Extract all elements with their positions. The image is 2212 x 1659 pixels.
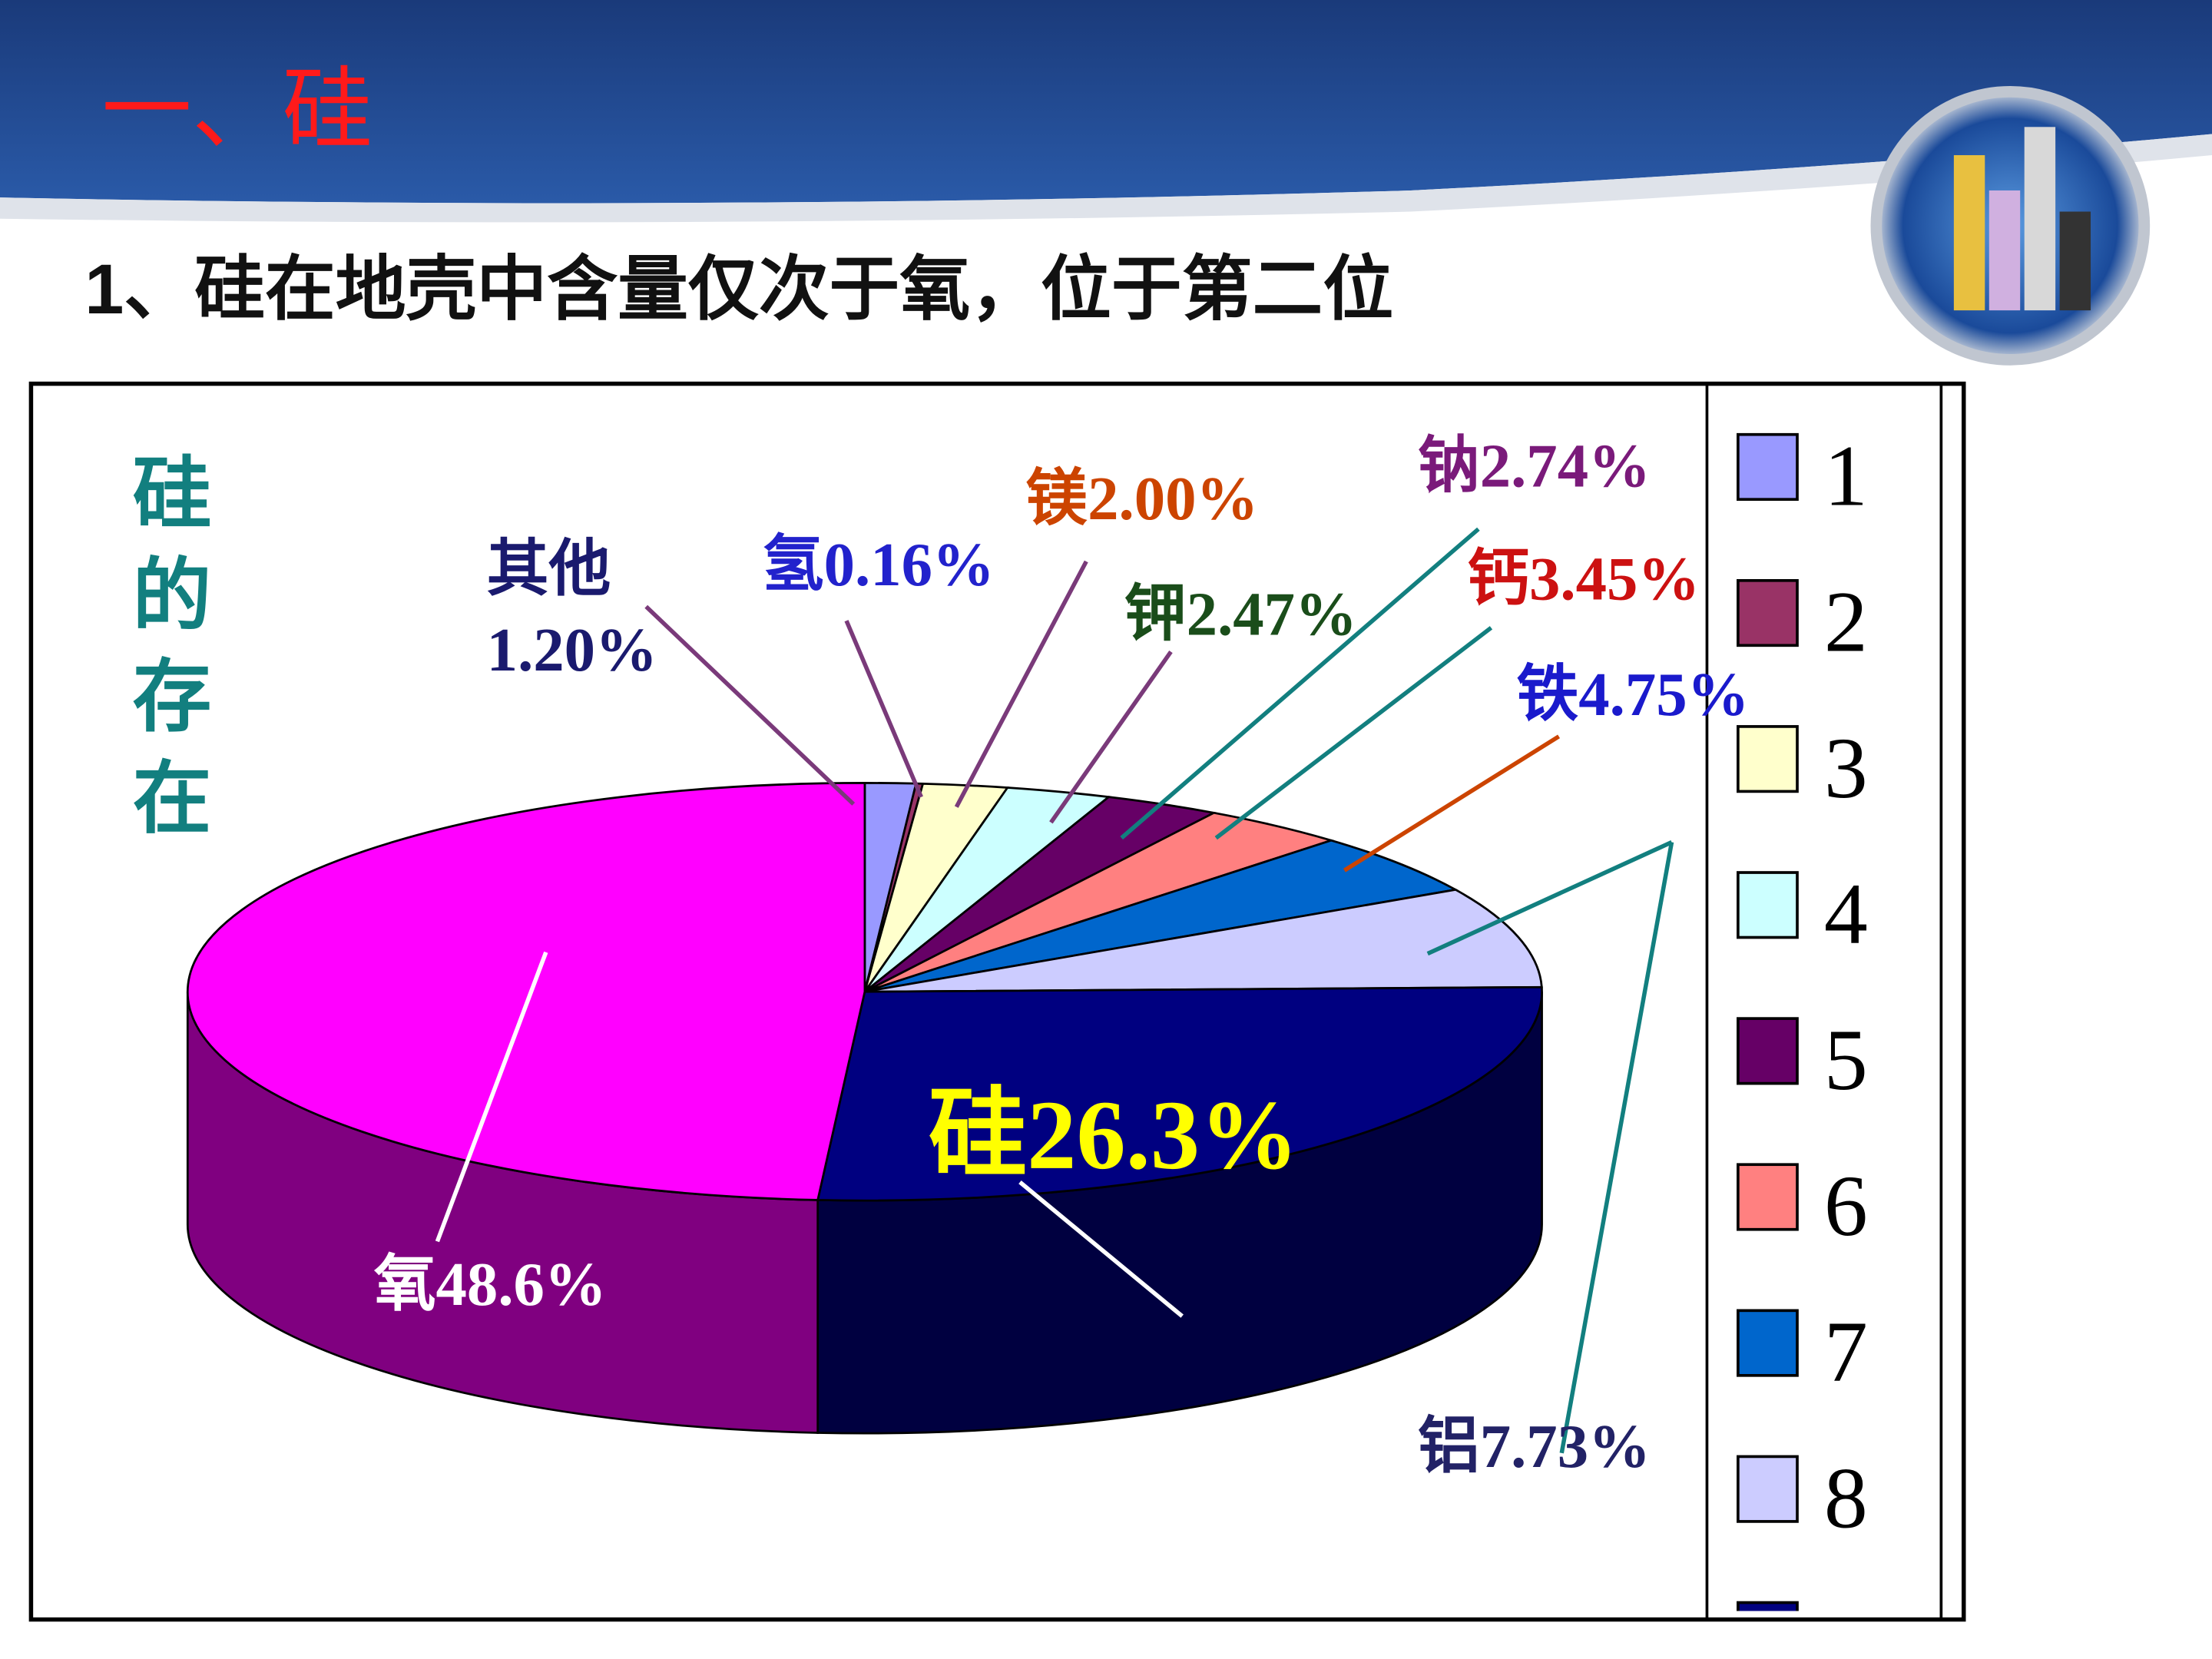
legend-label: 2	[1824, 574, 1868, 671]
data-label: 其他 1.20%	[487, 535, 657, 684]
legend-swatch	[1737, 725, 1799, 793]
legend-swatch	[1737, 578, 1799, 647]
legend-label: 5	[1824, 1012, 1868, 1108]
legend-swatch	[1737, 1017, 1799, 1085]
legend-label: 1	[1824, 428, 1868, 525]
legend-swatch	[1737, 871, 1799, 939]
logo-bar	[2024, 127, 2056, 311]
data-label: 钾2.47%	[1124, 581, 1357, 649]
slice	[816, 985, 1543, 1202]
leader-line	[1426, 840, 1673, 956]
leader-line	[644, 604, 856, 806]
legend-label: 6	[1824, 1157, 1868, 1254]
legend-label: 3	[1824, 720, 1868, 816]
legend-swatch	[1737, 1455, 1799, 1523]
legend-swatch	[1737, 432, 1799, 502]
pie: 其他 1.20% 氢0.16% 镁2.00% 钾2.47% 钠2.74% 钙3.45% 铁4.…	[186, 432, 1749, 1481]
leader-line	[1018, 1181, 1184, 1318]
slice	[864, 888, 1543, 993]
legend-swatch	[1737, 1601, 1799, 1611]
logo-bar	[1988, 190, 2021, 311]
data-label: 钙3.45%	[1467, 545, 1700, 614]
data-label: 铝7.73%	[1418, 1412, 1651, 1481]
leader-line	[844, 620, 923, 798]
leader-line	[435, 951, 548, 1243]
logo-bar	[1953, 155, 1985, 311]
slide-title: 一、硅	[101, 60, 373, 161]
data-label: 氧48.6%	[374, 1250, 607, 1319]
data-label: 钠2.74%	[1418, 432, 1651, 501]
data-label: 铁4.75%	[1516, 661, 1749, 729]
logo-bar	[2059, 211, 2091, 311]
legend-label: 7	[1824, 1303, 1868, 1400]
legend-swatch	[1737, 1163, 1799, 1231]
data-label: 氢0.16%	[762, 531, 995, 599]
data-label: 硅26.3%	[929, 1080, 1299, 1190]
leader-line	[954, 560, 1088, 808]
header-band	[0, 0, 2212, 204]
legend: 1 2 3 4 5 6 7 8 9	[1737, 428, 1868, 1659]
slice	[186, 782, 866, 1201]
legend-label: 4	[1824, 866, 1868, 962]
leader-line	[1214, 626, 1493, 840]
slice	[864, 839, 1459, 993]
legend-label: 9	[1824, 1595, 1868, 1659]
header-shadow	[0, 134, 2212, 223]
legend-label: 8	[1824, 1449, 1868, 1546]
chart-title: 硅的存在	[121, 452, 210, 858]
leader-line	[1120, 527, 1480, 840]
leader-line	[1049, 650, 1173, 824]
leader-line	[1343, 734, 1561, 873]
slide-subtitle: 1、硅在地壳中含量仅次于氧，位于第二位	[84, 250, 1393, 329]
legend-swatch	[1737, 1309, 1799, 1377]
data-label: 镁2.00%	[1025, 465, 1258, 533]
leader-line	[1559, 842, 1674, 1454]
